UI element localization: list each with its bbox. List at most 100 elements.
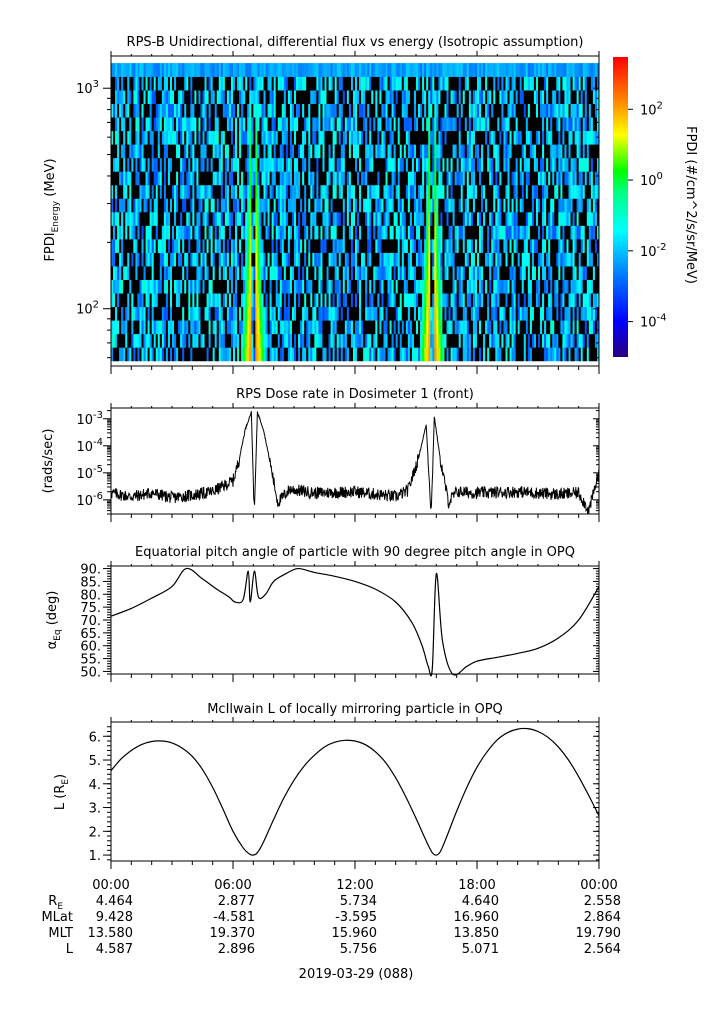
spectrogram-cell xyxy=(184,252,187,267)
spectrogram-cell xyxy=(153,252,157,267)
spectrogram-cell xyxy=(294,239,297,253)
spectrogram-cell xyxy=(448,293,451,308)
spectrogram-cell xyxy=(243,293,246,308)
spectrogram-cell xyxy=(119,306,122,321)
spectrogram-cell xyxy=(491,184,494,199)
spectrogram-cell xyxy=(289,157,293,172)
spectrogram-cell xyxy=(517,171,520,186)
spectrogram-cell xyxy=(322,252,325,267)
spectrogram-cell xyxy=(222,157,226,172)
spectrogram-cell xyxy=(247,333,250,348)
spectrogram-cell xyxy=(554,63,557,77)
spectrogram-cell xyxy=(371,117,374,132)
spectrogram-cell xyxy=(430,198,433,213)
spectrogram-cell xyxy=(538,130,541,145)
spectrogram-cell xyxy=(452,63,455,77)
spectrogram-cell xyxy=(509,103,512,118)
spectrogram-cell xyxy=(330,252,333,267)
spectrogram-cell xyxy=(176,320,179,335)
spectrogram-cell xyxy=(552,266,555,280)
spectrogram-cell xyxy=(409,144,413,159)
spectrogram-cell xyxy=(279,306,283,321)
spectrogram-cell xyxy=(385,144,388,159)
spectrogram-cell xyxy=(192,171,195,186)
spectrogram-cell xyxy=(237,212,240,226)
spectrogram-cell xyxy=(302,266,305,280)
spectrogram-cell xyxy=(129,266,132,280)
spectrogram-cell xyxy=(413,117,417,132)
spectrogram-cell xyxy=(259,184,262,199)
spectrogram-cell xyxy=(121,333,124,348)
spectrogram-cell xyxy=(367,103,370,118)
spectrogram-cell xyxy=(220,117,224,132)
spectrogram-cell xyxy=(216,184,220,199)
spectrogram-cell xyxy=(523,239,527,253)
spectrogram-cell xyxy=(527,157,531,172)
spectrogram-cell xyxy=(430,239,433,253)
spectrogram-cell xyxy=(133,320,136,335)
spectrogram-cell xyxy=(430,171,433,186)
spectrogram-cell xyxy=(289,144,293,159)
spectrogram-cell xyxy=(342,184,346,199)
spectrogram-cell xyxy=(176,184,179,199)
spectrogram-cell xyxy=(257,239,260,253)
spectrogram-cell xyxy=(186,333,189,348)
spectrogram-cell xyxy=(481,293,484,308)
spectrogram-cell xyxy=(147,266,150,280)
spectrogram-cell xyxy=(397,63,401,77)
spectrogram-cell xyxy=(491,293,494,308)
spectrogram-cell xyxy=(424,266,427,280)
spectrogram-cell xyxy=(529,239,533,253)
spectrogram-cell xyxy=(377,306,380,321)
spectrogram-cell xyxy=(131,306,134,321)
spectrogram-cell xyxy=(540,239,543,253)
spectrogram-cell xyxy=(458,306,462,321)
spectrogram-cell xyxy=(383,333,386,348)
spectrogram-cell xyxy=(133,171,136,186)
spectrogram-cell xyxy=(302,333,305,348)
spectrogram-cell xyxy=(438,252,441,267)
spectrogram-cell xyxy=(226,144,230,159)
spectrogram-cell xyxy=(472,144,476,159)
spectrogram-cell xyxy=(359,252,362,267)
spectrogram-cell xyxy=(544,306,547,321)
spectrogram-cell xyxy=(230,212,234,226)
spectrogram-cell xyxy=(212,347,215,362)
spectrogram-cell xyxy=(300,266,303,280)
spectrogram-cell xyxy=(147,144,150,159)
spectrogram-cell xyxy=(448,171,451,186)
spectrogram-cell xyxy=(493,266,496,280)
spectrogram-cell xyxy=(159,239,163,253)
spectrogram-cell xyxy=(194,198,197,213)
spectrogram-cell xyxy=(245,347,248,362)
spectrogram-cell xyxy=(411,252,415,267)
spectrogram-cell xyxy=(194,306,197,321)
spectrogram-cell xyxy=(125,130,128,145)
spectrogram-cell xyxy=(151,279,154,294)
spectrogram-cell xyxy=(322,239,325,253)
spectrogram-cell xyxy=(430,320,433,335)
spectrogram-cell xyxy=(123,252,126,267)
spectrogram-cell xyxy=(123,76,126,91)
spectrogram-cell xyxy=(326,212,329,226)
spectrogram-cell xyxy=(265,198,268,213)
spectrogram-cell xyxy=(348,306,352,321)
spectrogram-cell xyxy=(310,184,313,199)
spectrogram-cell xyxy=(182,347,185,362)
spectrogram-cell xyxy=(147,198,150,213)
spectrogram-cell xyxy=(359,184,362,199)
spectrogram-cell xyxy=(517,279,520,294)
spectrogram-cell xyxy=(251,103,254,118)
spectrogram-cell xyxy=(273,144,276,159)
spectrogram-cell xyxy=(222,266,226,280)
spectrogram-cell xyxy=(454,184,457,199)
spectrogram-cell xyxy=(172,117,175,132)
spectrogram-cell xyxy=(438,198,441,213)
spectrogram-cell xyxy=(125,103,128,118)
spectrogram-cell xyxy=(263,144,266,159)
spectrogram-cell xyxy=(137,130,140,145)
spectrogram-cell xyxy=(550,184,553,199)
spectrogram-cell xyxy=(509,293,512,308)
spectrogram-cell xyxy=(511,239,514,253)
spectrogram-cell xyxy=(153,157,157,172)
